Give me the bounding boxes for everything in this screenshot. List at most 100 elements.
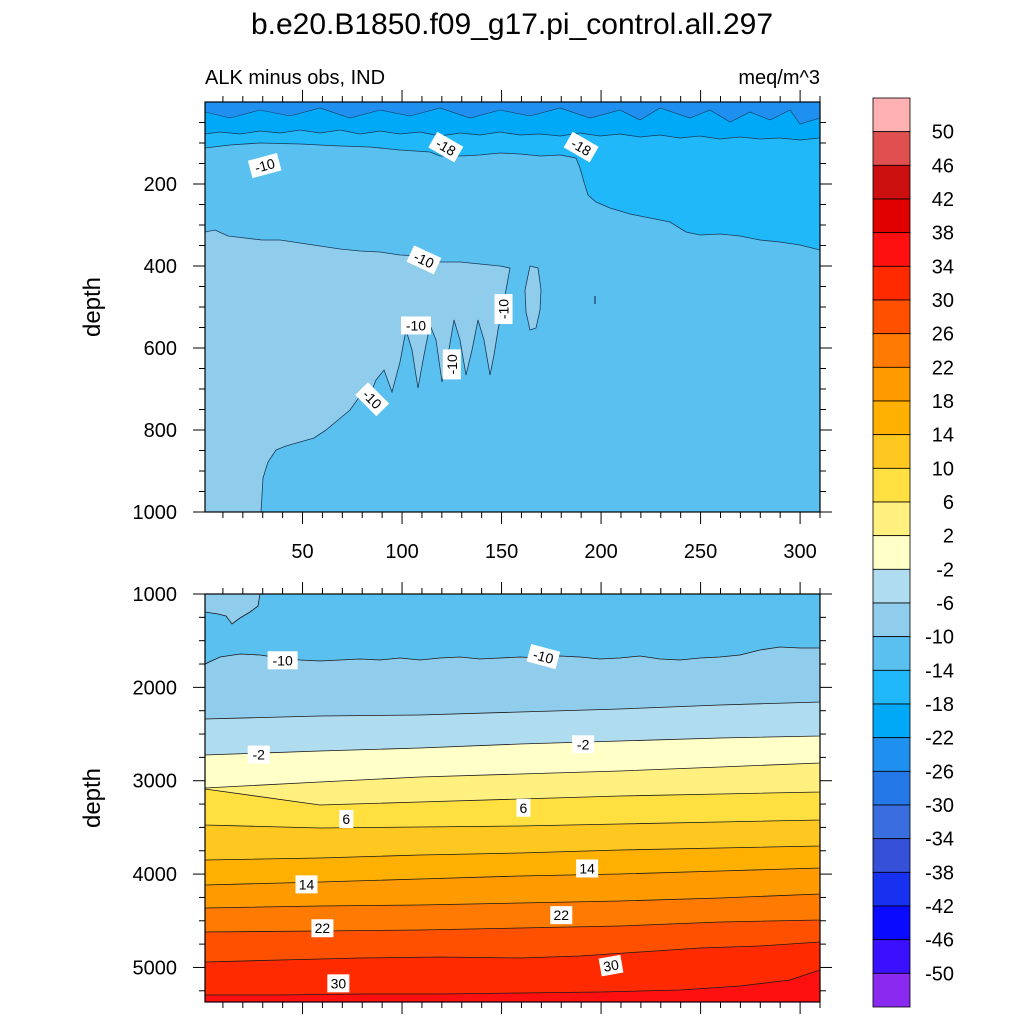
colorbar-swatch: [872, 131, 911, 166]
x-tick-label: 250: [684, 541, 717, 563]
contour-label-bg: [247, 745, 270, 764]
contour-label-bg: [516, 798, 531, 817]
contour-label: -10: [247, 152, 282, 179]
colorbar-swatch: [872, 568, 911, 604]
colorbar-swatch: [872, 939, 911, 974]
contour-label-text: 30: [331, 975, 347, 991]
colorbar-swatch: [872, 164, 911, 200]
colorbar-swatch: [872, 669, 911, 705]
y-tick-label: 600: [144, 338, 177, 360]
contour-label-bg: [563, 131, 599, 163]
x-tick-label: 200: [584, 541, 617, 563]
y-tick-label: 1000: [133, 584, 178, 606]
contour-label-text: -10: [273, 652, 293, 668]
lower-ylabel: depth: [79, 768, 106, 828]
contour-label: 30: [327, 974, 350, 993]
contour-label: -10: [400, 316, 431, 335]
colorbar-label: 26: [932, 324, 954, 346]
colorbar-swatch: [872, 602, 911, 638]
y-tick-label: 200: [144, 174, 177, 196]
upper-fill-18-band: [205, 102, 820, 251]
contour-label: -10: [406, 245, 442, 275]
y-tick-label: 4000: [133, 864, 178, 886]
y-tick-label: 800: [144, 420, 177, 442]
colorbar-swatch: [872, 804, 911, 840]
contour-label-bg: [576, 859, 599, 878]
lower-ticks: 1000 2000 3000 4000 5000: [133, 582, 832, 1014]
colorbar-label: 42: [932, 189, 954, 211]
colorbar-swatch: [872, 299, 911, 335]
upper-fill-10-region: [205, 229, 511, 512]
y-tick-label: 5000: [133, 957, 178, 979]
colorbar-swatch: [872, 535, 911, 570]
colorbar-label: -6: [936, 593, 954, 615]
y-tick-label: 1000: [133, 502, 178, 524]
colorbar-swatch: [872, 97, 911, 133]
colorbar-label: -50: [925, 963, 954, 985]
colorbar-label: -38: [925, 862, 954, 884]
x-tick-label: 100: [385, 541, 418, 563]
colorbar-swatch: [872, 198, 911, 234]
contour-label-bg: [406, 245, 442, 275]
contour-label-bg: [311, 919, 334, 938]
contour-label-text: -10: [253, 155, 277, 176]
contour-label-text: 22: [553, 907, 569, 923]
contour-label: 22: [550, 906, 573, 925]
contour-label-bg: [494, 294, 513, 325]
contour-label-text: -2: [253, 747, 266, 763]
colorbar-label: 2: [943, 526, 954, 548]
colorbar-label: -26: [925, 761, 954, 783]
colorbar-swatch: [872, 501, 911, 537]
colorbar-label: -34: [925, 829, 954, 851]
upper-ticks: 50 100 150 200 250 300 200 400 600 800 1000: [133, 90, 832, 563]
contour-label-bg: [550, 906, 573, 925]
y-tick-label: 3000: [133, 771, 178, 793]
colorbar-label: 38: [932, 223, 954, 245]
contour-label: -2: [247, 745, 270, 764]
colorbar-swatch: [872, 703, 911, 739]
contour-label: 22: [311, 919, 334, 938]
colorbar-swatch: [872, 366, 911, 402]
contour-label-text: -10: [532, 646, 556, 667]
upper-ylabel: depth: [79, 277, 106, 337]
contour-label-text: -10: [411, 248, 436, 271]
contour-label: -10: [494, 294, 513, 325]
colorbar-label: -14: [925, 660, 954, 682]
colorbar-swatch: [872, 737, 911, 772]
colorbar-label: -30: [925, 795, 954, 817]
colorbar-swatch: [872, 400, 911, 436]
colorbar-label: -10: [925, 627, 954, 649]
contour-label-bg: [400, 316, 431, 335]
x-tick-label: 50: [291, 541, 313, 563]
x-tick-label: 300: [783, 541, 816, 563]
upper-contour-labels: -18 -18-10-10-10-10-10-10: [247, 131, 599, 417]
contour-label: -2: [572, 735, 595, 754]
colorbar-label: 22: [932, 357, 954, 379]
colorbar-swatch: [872, 467, 911, 503]
y-tick-label: 2000: [133, 677, 178, 699]
colorbar-swatch: [872, 972, 911, 1008]
contour-label-bg: [526, 643, 561, 670]
contour-label-text: 14: [579, 860, 595, 876]
contour-label-text: -10: [444, 354, 460, 374]
contour-label-bg: [295, 875, 318, 894]
contour-label-bg: [572, 735, 595, 754]
lower-fill-corner: [205, 594, 261, 625]
contour-label-text: 14: [299, 876, 315, 892]
colorbar-swatch: [872, 333, 911, 368]
contour-label-bg: [355, 382, 390, 417]
contour-label: 30: [598, 954, 624, 977]
colorbar-label: 46: [932, 155, 954, 177]
contour-label-text: 6: [520, 800, 528, 816]
colorbar-label: 6: [943, 492, 954, 514]
contour-label: -18: [563, 131, 599, 163]
contour-label-text: 30: [602, 956, 620, 974]
colorbar-label: 18: [932, 391, 954, 413]
contour-label-text: -10: [406, 317, 426, 333]
contour-label-bg: [267, 651, 298, 670]
contour-label-bg: [598, 954, 624, 977]
contour-label: -10: [442, 349, 461, 380]
contour-label-bg: [339, 810, 354, 829]
